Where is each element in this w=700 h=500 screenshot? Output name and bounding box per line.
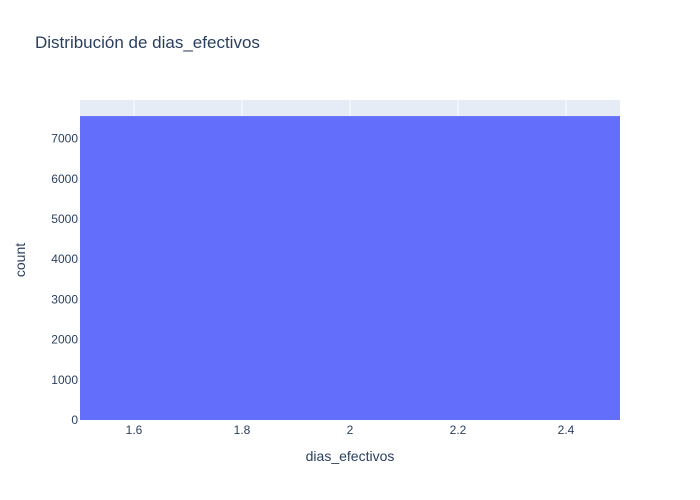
x-tick-label: 2.4 [558, 423, 575, 437]
chart-title: Distribución de dias_efectivos [35, 33, 260, 52]
x-tick-label: 2 [347, 423, 354, 437]
y-tick-label: 6000 [51, 172, 78, 186]
y-tick-label: 0 [71, 413, 78, 427]
y-tick-label: 5000 [51, 212, 78, 226]
bars [80, 116, 620, 421]
x-tick-label: 1.6 [126, 423, 143, 437]
x-axis-ticks: 1.6 1.8 2 2.2 2.4 [126, 423, 575, 437]
x-tick-label: 2.2 [450, 423, 467, 437]
y-tick-label: 3000 [51, 292, 78, 306]
x-axis-title: dias_efectivos [306, 448, 395, 464]
x-tick-label: 1.8 [234, 423, 251, 437]
y-tick-label: 4000 [51, 252, 78, 266]
y-axis-title: count [12, 243, 28, 277]
y-tick-label: 2000 [51, 333, 78, 347]
y-tick-label: 7000 [51, 132, 78, 146]
y-tick-label: 1000 [51, 373, 78, 387]
y-axis-ticks: 0 1000 2000 3000 4000 5000 6000 7000 [51, 132, 78, 427]
histogram-bar[interactable] [80, 116, 620, 421]
